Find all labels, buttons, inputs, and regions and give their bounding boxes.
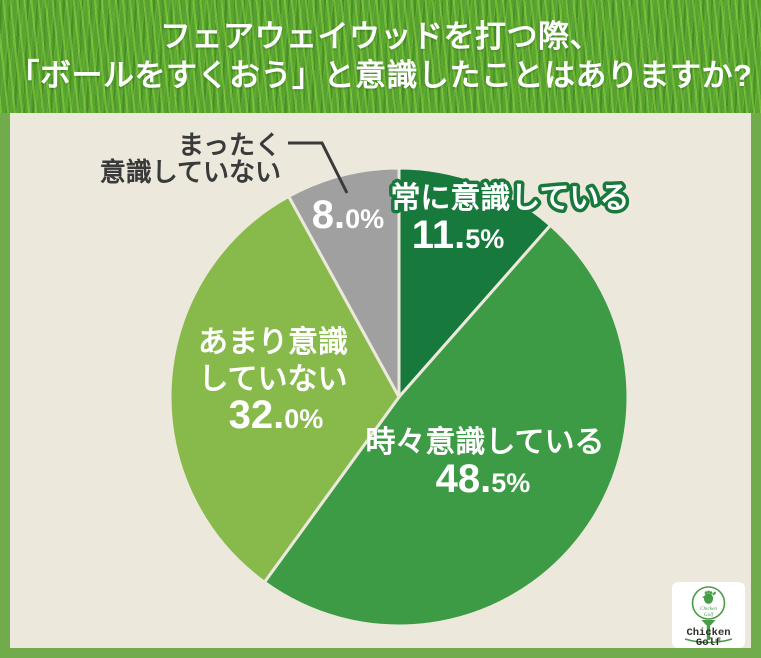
leader-line-never	[288, 141, 349, 194]
slice-pct-sometimes: 48.5%	[436, 457, 531, 501]
slice-label-never-line2: 意識していない	[100, 157, 281, 187]
logo-brand-line1: Chicken	[686, 627, 730, 639]
slice-pct-always: 11.5%	[412, 213, 504, 257]
ground-line	[684, 638, 733, 644]
logo-script-line2: Golf	[704, 611, 715, 618]
slice-pct-rarely: 32.0%	[229, 393, 324, 437]
golf-tee-stem	[706, 625, 711, 640]
slice-label-never-line1: まったく	[178, 130, 281, 160]
page-title-line-1: フェアウェイウッドを打つ際、	[160, 18, 601, 54]
logo-brand-line2: Golf	[696, 637, 721, 648]
slice-pct-never: 8.0%	[312, 193, 384, 237]
logo-script-line1: Chicken	[700, 606, 717, 612]
rooster-icon	[702, 590, 717, 604]
page-title-line-2: 「ボールをすくおう」と意識したことはありますか?	[8, 57, 753, 93]
slice-label-rarely-line1: あまり意識	[198, 325, 348, 359]
slice-label-sometimes: 時々意識している	[365, 425, 604, 459]
pie-slice-2	[168, 194, 401, 584]
pie-slice-1	[262, 223, 630, 628]
header: フェアウェイウッドを打つ際、 「ボールをすくおう」と意識したことはありますか?	[0, 0, 761, 113]
golf-tee-icon	[701, 620, 716, 625]
pie-slice-3	[287, 166, 401, 399]
slice-label-always: 常に意識している	[390, 181, 629, 215]
chicken-golf-logo: Chicken Golf Chicken Golf	[672, 582, 745, 648]
pie-slice-0	[397, 166, 552, 399]
slice-label-rarely-line2: していない	[198, 363, 347, 396]
pie-slices	[168, 166, 630, 628]
